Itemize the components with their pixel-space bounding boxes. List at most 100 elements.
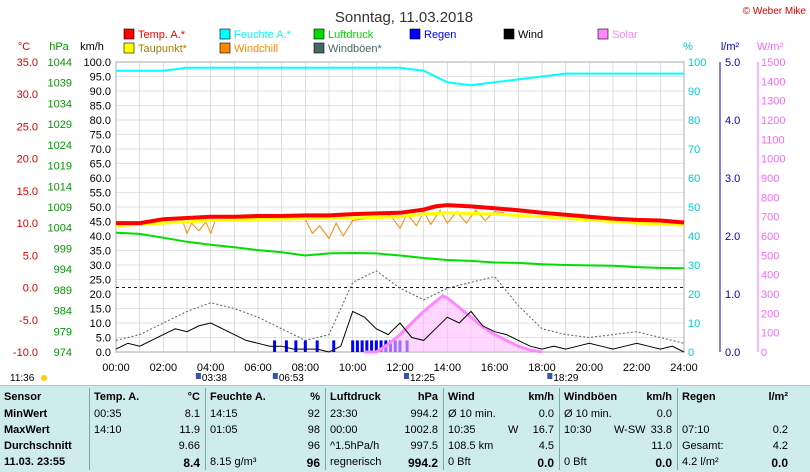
tick-label-pressure: 979 bbox=[54, 326, 72, 338]
stats-unit-pressure: hPa bbox=[417, 391, 438, 403]
time-label: 18:00 bbox=[528, 362, 556, 374]
stats-header-temp: Temp. A. bbox=[94, 391, 140, 403]
legend-swatch bbox=[219, 42, 231, 54]
stats-value: 994.2 bbox=[410, 408, 438, 420]
tick-label-wind: 60.0 bbox=[90, 173, 111, 185]
tick-label-wind: 0.0 bbox=[96, 347, 111, 359]
tick-label-temp: -5.0 bbox=[19, 315, 38, 327]
stats-time: 14:10 bbox=[94, 424, 122, 436]
tick-label-temp: 15.0 bbox=[17, 186, 38, 198]
stats-current-value: 0.0 bbox=[771, 456, 788, 470]
stats-divider bbox=[443, 388, 444, 470]
legend-label: Taupunkt* bbox=[138, 43, 188, 55]
tick-label-humidity: 80 bbox=[688, 115, 700, 127]
rain-bar bbox=[355, 340, 359, 352]
tick-label-pressure: 974 bbox=[54, 347, 72, 359]
tick-label-humidity: 0 bbox=[688, 347, 694, 359]
stats-col-rain: Regen l/m² 07:10 0.2 Gesamt: 4.2 4.2 l/m² 0.… bbox=[678, 386, 792, 472]
copyright-label: © Weber Mike bbox=[743, 6, 807, 17]
legend-label: Solar bbox=[612, 29, 638, 41]
series-temp-line bbox=[116, 203, 685, 226]
axis-title-solar: W/m² bbox=[757, 41, 784, 53]
sun-indicator-icon bbox=[41, 375, 47, 381]
tick-label-pressure: 1044 bbox=[48, 57, 72, 69]
stats-value: 0.0 bbox=[538, 408, 554, 420]
stats-label-max: MaxWert bbox=[4, 424, 50, 436]
time-label: 12:00 bbox=[386, 362, 414, 374]
tick-label-humidity: 30 bbox=[688, 260, 700, 272]
rain-bar bbox=[360, 340, 364, 352]
tick-label-solar: 300 bbox=[761, 289, 779, 301]
sun-event-time: 18:29 bbox=[553, 373, 578, 384]
stats-value: 11.0 bbox=[651, 440, 672, 452]
sun-event-icon bbox=[547, 373, 553, 379]
tick-label-wind: 15.0 bbox=[90, 304, 111, 316]
legend-swatch bbox=[313, 42, 325, 54]
time-label: 22:00 bbox=[623, 362, 651, 374]
tick-label-wind: 95.0 bbox=[90, 72, 111, 84]
tick-label-wind: 25.0 bbox=[90, 275, 111, 287]
tick-label-pressure: 984 bbox=[54, 306, 72, 318]
stats-label-min: MinWert bbox=[4, 408, 48, 420]
tick-label-temp: 35.0 bbox=[17, 57, 38, 69]
stats-col-pressure: Luftdruck hPa 23:30 994.2 00:00 1002.8 ^1.5… bbox=[326, 386, 442, 472]
tick-label-humidity: 70 bbox=[688, 144, 700, 156]
tick-label-pressure: 1019 bbox=[48, 161, 72, 173]
tick-label-wind: 85.0 bbox=[90, 101, 111, 113]
tick-label-solar: 0 bbox=[761, 347, 767, 359]
time-label: 02:00 bbox=[150, 362, 178, 374]
tick-label-solar: 1500 bbox=[761, 57, 785, 69]
tick-label-solar: 1400 bbox=[761, 76, 785, 88]
tick-label-wind: 50.0 bbox=[90, 202, 111, 214]
tick-label-wind: 75.0 bbox=[90, 130, 111, 142]
stats-value: 4.2 bbox=[772, 440, 788, 452]
tick-label-wind: 80.0 bbox=[90, 115, 111, 127]
rain-bar bbox=[365, 340, 369, 352]
tick-label-solar: 100 bbox=[761, 328, 779, 340]
tick-label-temp: 0.0 bbox=[23, 283, 38, 295]
legend-label: Wind bbox=[518, 29, 543, 41]
stats-current-value: 994.2 bbox=[407, 456, 438, 470]
stats-unit-wind: km/h bbox=[528, 391, 554, 403]
tick-label-humidity: 40 bbox=[688, 231, 700, 243]
time-label: 04:00 bbox=[197, 362, 225, 374]
tick-label-humidity: 20 bbox=[688, 289, 700, 301]
time-label: 20:00 bbox=[576, 362, 604, 374]
stats-unit-humidity: % bbox=[310, 391, 320, 403]
rain-bar bbox=[284, 340, 288, 352]
stats-direction: W-SW bbox=[614, 424, 646, 436]
sun-event-icon bbox=[272, 373, 278, 379]
tick-label-pressure: 1014 bbox=[48, 181, 72, 193]
sun-event-icon bbox=[195, 373, 201, 379]
tick-label-pressure: 1029 bbox=[48, 119, 72, 131]
tick-label-rain: 0.0 bbox=[725, 347, 740, 359]
axis-title-rain: l/m² bbox=[721, 41, 740, 53]
current-time-label: 11:36 bbox=[10, 373, 35, 384]
tick-label-temp: 25.0 bbox=[17, 121, 38, 133]
tick-label-rain: 1.0 bbox=[725, 289, 740, 301]
tick-label-temp: 5.0 bbox=[23, 250, 38, 262]
tick-label-pressure: 994 bbox=[54, 264, 72, 276]
tick-label-solar: 1000 bbox=[761, 154, 785, 166]
stats-divider bbox=[559, 388, 560, 470]
stats-value: 11.9 bbox=[179, 424, 200, 436]
legend-swatch bbox=[123, 42, 135, 54]
tick-label-wind: 45.0 bbox=[90, 217, 111, 229]
stats-col-sensor: Sensor MinWert MaxWert Durchschnitt 11.0… bbox=[0, 386, 88, 472]
stats-current-value: 0.0 bbox=[655, 456, 672, 470]
stats-label-avg: Durchschnitt bbox=[4, 440, 72, 452]
stats-unit-gusts: km/h bbox=[646, 391, 672, 403]
series-gusts-line bbox=[115, 270, 685, 344]
axis-title-temp: °C bbox=[18, 41, 30, 53]
tick-label-pressure: 1024 bbox=[48, 140, 72, 152]
stats-header-wind: Wind bbox=[448, 391, 475, 403]
stats-run: 108.5 km bbox=[448, 440, 494, 452]
tick-label-solar: 200 bbox=[761, 308, 779, 320]
stats-time: 07:10 bbox=[682, 424, 710, 436]
time-label: 16:00 bbox=[481, 362, 509, 374]
stats-time: 10:30 bbox=[564, 424, 592, 436]
stats-header-humidity: Feuchte A. bbox=[210, 391, 266, 403]
legend-label: Windchill bbox=[234, 43, 278, 55]
legend-label: Windböen* bbox=[328, 43, 383, 55]
tick-label-pressure: 1034 bbox=[48, 98, 72, 110]
